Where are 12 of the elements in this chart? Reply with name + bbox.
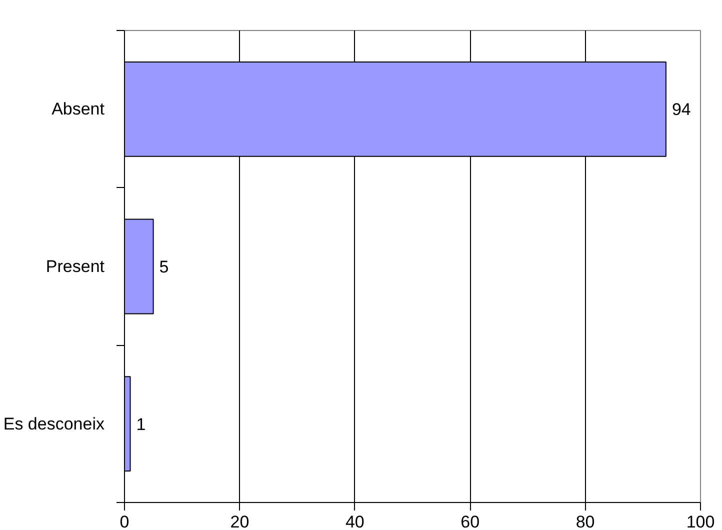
data-label: 1 (136, 414, 146, 434)
x-tick-label: 80 (576, 512, 595, 530)
x-tick-label: 100 (686, 512, 715, 530)
y-tick-label: Es desconeix (3, 414, 105, 434)
data-label: 5 (159, 258, 169, 276)
y-tick-label: Absent (52, 100, 105, 119)
x-tick-label: 0 (120, 512, 130, 530)
x-tick-label: 40 (345, 512, 364, 530)
data-label: 94 (672, 100, 691, 120)
x-tick-label: 20 (230, 512, 250, 530)
x-tick-label: 60 (460, 512, 480, 530)
y-tick-label: Present (46, 257, 105, 276)
